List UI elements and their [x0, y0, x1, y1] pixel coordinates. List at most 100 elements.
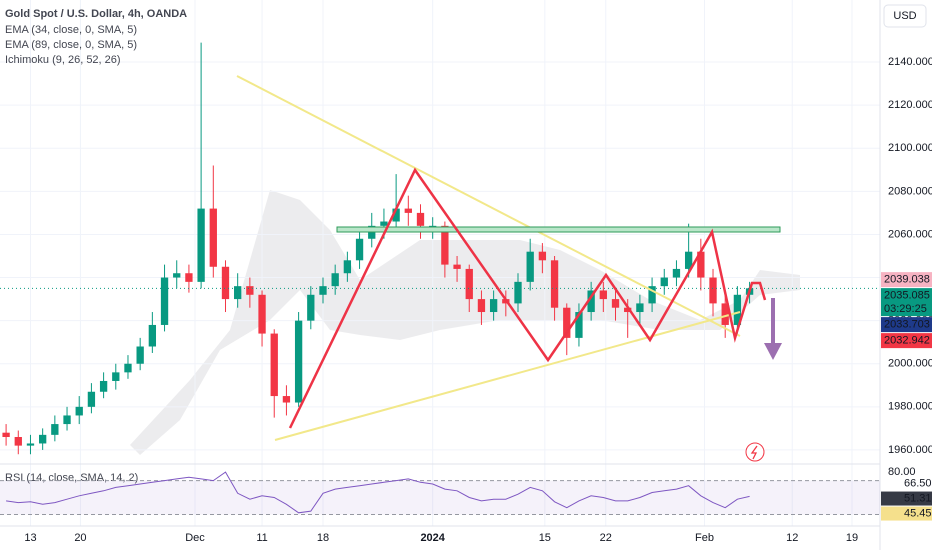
zigzag-drawing [288, 167, 767, 429]
x-tick-label: 22 [600, 532, 612, 544]
candle-body [709, 277, 717, 304]
candle-body [636, 303, 644, 313]
candle-body [294, 320, 303, 403]
candle-body [721, 303, 729, 325]
ichimoku-cloud [130, 190, 800, 455]
rsi-line [6, 471, 750, 514]
candle-body [99, 380, 108, 392]
candle-body [477, 299, 486, 313]
indicator-label: EMA (34, close, 0, SMA, 5) [5, 24, 137, 36]
currency-button[interactable] [883, 4, 927, 28]
price-label-bg [881, 333, 932, 349]
candle-body [599, 290, 607, 300]
rsi-label-bg [881, 476, 932, 491]
resistance-zone [336, 226, 781, 233]
candle-body [246, 286, 254, 295]
candle-body [307, 294, 315, 321]
candle-body [209, 208, 217, 267]
countdown-label: 03:29:25 [884, 303, 927, 315]
arrow-head [764, 343, 782, 360]
candle-body [684, 251, 693, 269]
event-icon [745, 442, 765, 462]
x-tick-label: 20 [74, 532, 86, 544]
candle-body [575, 312, 583, 338]
rsi-label-bg [881, 506, 932, 521]
candle-body [453, 264, 461, 269]
candle-body [343, 260, 352, 274]
candle-body [380, 221, 388, 226]
price-pane [0, 0, 880, 526]
price-label: 2035.085 [884, 290, 930, 302]
x-tick-label: 19 [846, 532, 858, 544]
x-tick-label: 18 [317, 532, 329, 544]
candle-body [75, 406, 83, 416]
candle-body [39, 434, 47, 444]
candle-body [563, 307, 571, 338]
candle-body [429, 225, 437, 227]
candle-body [63, 415, 71, 425]
candle-body [160, 277, 169, 325]
candle-body [392, 208, 400, 222]
y-tick-label: 2120.000 [888, 99, 932, 111]
candle-body [197, 208, 205, 282]
candle-body [14, 437, 22, 446]
x-tick-label: 13 [24, 532, 36, 544]
rsi-band [0, 480, 880, 515]
candle-body [185, 273, 193, 282]
candle-body [611, 299, 620, 308]
candle-body [624, 307, 632, 313]
candle-body [514, 281, 522, 304]
candle-body [26, 443, 35, 446]
trend-line [274, 311, 741, 441]
candle-body [672, 268, 681, 278]
price-label-bg [881, 272, 932, 288]
event-icon [750, 445, 758, 460]
candle-body [319, 286, 327, 295]
rsi-label-bg [881, 491, 932, 506]
price-label: 2039.038 [884, 274, 930, 286]
x-tick-label: Feb [695, 532, 714, 544]
candle-body [124, 363, 132, 373]
candle-body [148, 324, 157, 347]
candle-body [416, 212, 425, 226]
candle-body [697, 251, 705, 278]
x-tick-label: 2024 [420, 532, 445, 544]
candle-body [331, 273, 339, 287]
candle-body [404, 208, 412, 213]
candle-body [660, 277, 668, 287]
y-tick-label: 2060.000 [888, 228, 932, 240]
rsi-tick-label: 80.00 [888, 466, 916, 478]
y-tick-label: 1960.000 [888, 444, 932, 456]
indicator-label: Ichimoku (9, 26, 52, 26) [5, 54, 121, 66]
y-tick-label: 2000.000 [888, 358, 932, 370]
y-tick-label: 2080.000 [888, 185, 932, 197]
rsi-label: 66.50 [904, 477, 932, 489]
candle-body [550, 260, 559, 308]
candle-body [2, 432, 10, 438]
candle-body [587, 290, 595, 313]
currency-label[interactable]: USD [893, 10, 916, 22]
x-tick-label: 15 [539, 532, 551, 544]
indicator-label: EMA (89, close, 0, SMA, 5) [5, 39, 137, 51]
price-label: 2032.942 [884, 335, 930, 347]
candle-body [538, 251, 547, 261]
price-label: 2033.703 [884, 319, 930, 331]
price-label-bg [881, 317, 932, 333]
candle-body [270, 333, 278, 397]
price-label-bg [881, 288, 932, 317]
candle-body [234, 286, 242, 300]
candle-body [173, 273, 181, 278]
x-tick-label: Dec [185, 532, 205, 544]
x-tick-label: 11 [256, 532, 267, 544]
y-tick-label: 2100.000 [888, 142, 932, 154]
candle-body [733, 294, 742, 325]
candle-body [441, 225, 449, 265]
legend: Gold Spot / U.S. Dollar, 4h, OANDA EMA (… [5, 8, 187, 484]
candle-body [221, 266, 230, 300]
candle-body [489, 299, 498, 313]
rsi-label: 45.45 [904, 507, 932, 519]
candle-body [112, 372, 120, 381]
candle-body [258, 294, 266, 334]
candle-body [282, 396, 291, 403]
